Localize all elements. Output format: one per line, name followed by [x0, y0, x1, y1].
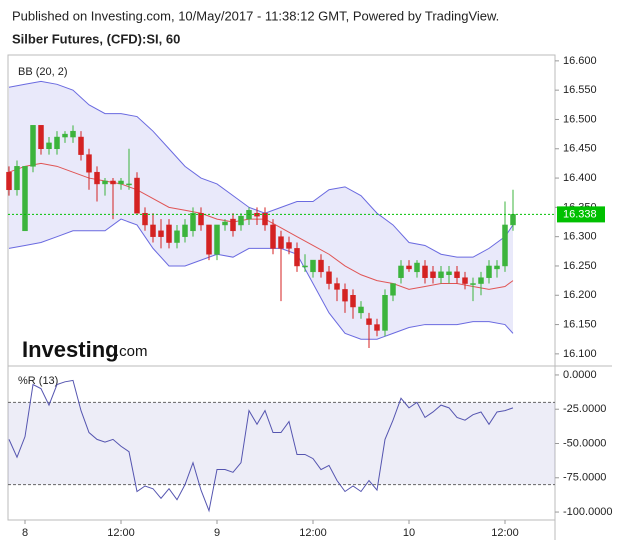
candle-body [46, 142, 52, 150]
candle-body [462, 277, 468, 284]
candle-body [438, 271, 444, 278]
y-tick-label: 16.300 [563, 231, 597, 243]
candle-body [182, 224, 188, 237]
level-band [8, 402, 555, 485]
band-lower [8, 218, 514, 340]
y-tick-label: 0.0000 [563, 369, 597, 381]
candle-body [158, 230, 164, 237]
candle-body [286, 242, 292, 249]
y-tick-label: 16.500 [563, 113, 597, 125]
y-tick-label: -75.0000 [563, 472, 606, 484]
last-price-label: 16.338 [563, 208, 597, 220]
candle-body [198, 212, 204, 226]
y-tick-label: 16.150 [563, 318, 597, 330]
candle-body [422, 265, 428, 278]
candle-body [102, 180, 108, 185]
candle-body [366, 318, 372, 325]
candle-body [414, 262, 420, 273]
candle-body [486, 265, 492, 278]
candle-body [110, 180, 116, 185]
candle-body [230, 218, 236, 232]
candle-body [30, 125, 36, 167]
candle-body [318, 259, 324, 273]
candle-body [446, 271, 452, 276]
candle-body [430, 271, 436, 278]
candle-body [278, 236, 284, 249]
candle-body [510, 214, 516, 226]
candle-body [174, 230, 180, 243]
indicator-line [8, 379, 514, 513]
candle-body [454, 271, 460, 278]
candle-body [470, 283, 476, 285]
y-tick-label: 16.200 [563, 289, 597, 301]
candle-body [126, 183, 132, 186]
x-tick-label: 12:00 [299, 527, 327, 539]
y-tick-label: 16.100 [563, 348, 597, 360]
last-price-box [557, 206, 605, 223]
candle-body [478, 277, 484, 284]
candle-body [302, 265, 308, 268]
candle-body [86, 154, 92, 173]
candle-body [270, 224, 276, 249]
y-tick-label: 16.550 [563, 84, 597, 96]
price-legend: BB (20, 2) [18, 66, 68, 78]
x-tick-label: 9 [214, 527, 220, 539]
candle-body [494, 265, 500, 270]
x-tick-label: 12:00 [107, 527, 135, 539]
candle-body [6, 171, 12, 191]
x-tick-label: 8 [22, 527, 28, 539]
candle-body [334, 283, 340, 290]
candle-body [134, 177, 140, 214]
candle-body [350, 295, 356, 308]
candle-body [62, 133, 68, 138]
candle-body [294, 248, 300, 267]
candle-body [166, 224, 172, 243]
band-area [9, 81, 513, 340]
candle-body [78, 136, 84, 155]
candle-body [94, 171, 100, 185]
y-tick-label: 16.250 [563, 260, 597, 272]
candle-body [390, 283, 396, 296]
x-tick-label: 10 [403, 527, 415, 539]
candle-body [206, 224, 212, 255]
y-tick-label: -100.0000 [563, 506, 613, 518]
y-tick-label: -25.0000 [563, 403, 606, 415]
candle-body [22, 166, 28, 232]
candle-body [326, 271, 332, 284]
y-tick-label: -50.0000 [563, 437, 606, 449]
candle-body [70, 130, 76, 138]
candle-body [238, 215, 244, 226]
candle-body [222, 221, 228, 226]
candle-body [190, 212, 196, 232]
candle-body [150, 224, 156, 237]
candle-body [398, 265, 404, 278]
x-tick-label: 12:00 [491, 527, 519, 539]
candle-body [54, 136, 60, 150]
candle-body [38, 125, 44, 150]
candle-body [262, 212, 268, 226]
watermark-brand: Investing [22, 337, 119, 362]
y-tick-label: 16.400 [563, 172, 597, 184]
y-tick-label: 16.600 [563, 55, 597, 67]
candle-body [214, 224, 220, 255]
candle-body [374, 324, 380, 331]
published-note: Published on Investing.com, 10/May/2017 … [12, 8, 499, 23]
candle-body [342, 289, 348, 302]
symbol-title: Silber Futures, (CFD):SI, 60 [12, 31, 180, 46]
candle-body [382, 295, 388, 331]
candle-body [406, 265, 412, 270]
candle-body [118, 180, 124, 185]
indicator-legend: %R (13) [18, 375, 58, 387]
candle-body [14, 166, 20, 191]
candle-body [502, 224, 508, 267]
candle-body [142, 212, 148, 226]
candle-body [358, 306, 364, 314]
y-tick-label: 16.450 [563, 143, 597, 155]
watermark-suffix: .com [115, 343, 148, 360]
candle-body [310, 259, 316, 273]
